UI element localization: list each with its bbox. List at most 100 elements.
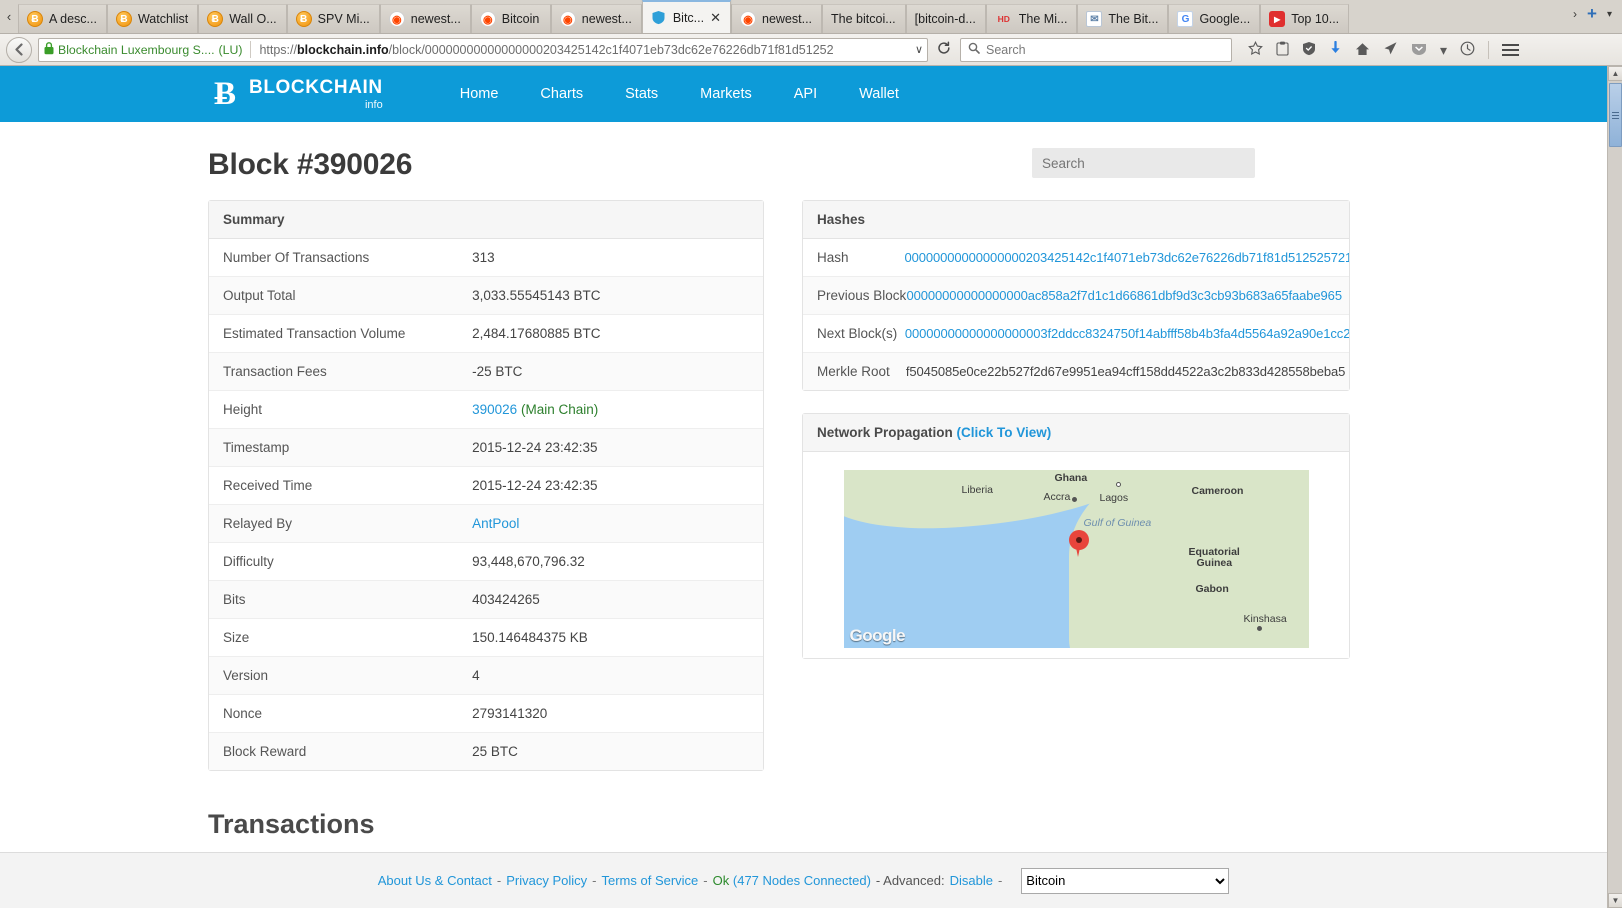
tab-list-dropdown-icon[interactable]: ▾ — [1606, 8, 1612, 20]
summary-row: Timestamp 2015-12-24 23:42:35 — [209, 429, 763, 467]
star-icon[interactable] — [1248, 40, 1263, 58]
terms-of-service-link[interactable]: Terms of Service — [601, 873, 699, 888]
tab-scroll-right-button[interactable]: › — [1573, 7, 1578, 21]
summary-row: Version 4 — [209, 657, 763, 695]
google-map[interactable]: Liberia Ghana Accra Lagos Cameroon Gulf of Gu… — [843, 470, 1309, 648]
shield-icon[interactable] — [1302, 41, 1316, 58]
search-icon — [968, 42, 980, 57]
scroll-up-button[interactable]: ▲ — [1608, 66, 1622, 81]
hash-link[interactable]: 00000000000000000003f2ddcc8324750f14abff… — [904, 326, 1349, 341]
tab-scroll-left-button[interactable]: ‹ — [6, 8, 12, 24]
footer-sep-2: - — [592, 873, 597, 888]
url-scheme: https:// — [259, 42, 297, 57]
currency-select[interactable]: BitcoinmBTCbitsUSDEUR — [1021, 867, 1230, 894]
summary-row-link[interactable]: 390026 — [472, 402, 518, 417]
summary-row-value: 25 BTC — [472, 744, 518, 759]
summary-row-key: Version — [223, 668, 269, 683]
browser-tab[interactable]: Bitc... ✕ — [641, 0, 731, 33]
browser-tab[interactable]: G Google... — [1168, 4, 1261, 33]
hash-row-key: Merkle Root — [817, 364, 890, 379]
browser-tab[interactable]: Ƀ Watchlist — [106, 4, 199, 33]
hd-icon: HD — [997, 14, 1010, 24]
about-us-link[interactable]: About Us & Contact — [377, 873, 492, 888]
tab-label: newest... — [762, 12, 813, 26]
browser-search-bar[interactable]: Search — [960, 37, 1232, 62]
browser-tab[interactable]: The bitcoi... — [822, 4, 906, 33]
browser-tab[interactable]: ◉ Bitcoin — [470, 4, 551, 33]
summary-table: Number Of Transactions 313 Output Total 3,0… — [209, 239, 763, 770]
site-footer: About Us & Contact - Privacy Policy - Te… — [0, 852, 1607, 908]
privacy-policy-link[interactable]: Privacy Policy — [506, 873, 588, 888]
nav-link-api[interactable]: API — [793, 86, 818, 102]
browser-tab[interactable]: ✉ The Bit... — [1077, 4, 1169, 33]
menu-icon[interactable] — [1502, 43, 1520, 56]
summary-row: Estimated Transaction Volume 2,484.176808… — [209, 315, 763, 353]
scroll-down-button[interactable]: ▼ — [1608, 893, 1622, 908]
browser-tab[interactable]: Ƀ A desc... — [18, 4, 107, 33]
map-label: Gabon — [1195, 583, 1229, 595]
network-propagation-title: Network Propagation — [817, 425, 953, 440]
nav-link-stats[interactable]: Stats — [625, 86, 659, 102]
reload-icon — [938, 41, 950, 54]
browser-tab[interactable]: Ƀ SPV Mi... — [286, 4, 380, 33]
hash-row: Hash 00000000000000000203425142c1f4071eb7… — [803, 239, 1349, 277]
new-tab-button[interactable]: + — [1587, 4, 1597, 23]
paperplane-icon[interactable] — [1383, 41, 1398, 58]
browser-tab[interactable]: ◉ newest... — [550, 4, 642, 33]
browser-tab[interactable]: [bitcoin-d... — [905, 4, 986, 33]
home-icon[interactable] — [1355, 42, 1370, 58]
map-city-dot-accra — [1071, 497, 1077, 502]
content-columns: Summary Number Of Transactions 313 Output … — [208, 200, 1399, 771]
caret-down-icon[interactable]: ▾ — [1440, 41, 1448, 58]
summary-row-key: Height — [223, 402, 263, 417]
advanced-disable-link[interactable]: Disable — [949, 873, 993, 888]
download-icon[interactable] — [1329, 40, 1342, 58]
back-button[interactable] — [6, 36, 32, 63]
map-label: Gulf of Guinea — [1083, 517, 1152, 529]
clipboard-icon[interactable] — [1276, 41, 1289, 58]
youtube-icon: ▶ — [1269, 11, 1286, 27]
browser-tab[interactable]: HD The Mi... — [985, 4, 1078, 33]
summary-row-link[interactable]: AntPool — [472, 516, 520, 531]
clock-icon[interactable] — [1460, 41, 1475, 58]
summary-row-value: 313 — [472, 250, 495, 265]
hash-link[interactable]: 00000000000000000203425142c1f4071eb73dc6… — [904, 250, 1350, 265]
browser-tab[interactable]: Ƀ Wall O... — [198, 4, 287, 33]
tab-close-button[interactable]: ✕ — [710, 10, 721, 25]
browser-tab[interactable]: ◉ newest... — [731, 4, 823, 33]
bitcoin-icon: Ƀ — [27, 11, 43, 27]
page-scrollbar[interactable]: ▲ ▼ — [1607, 66, 1622, 908]
bitcoin-icon: Ƀ — [115, 11, 132, 27]
summary-row: Bits 403424265 — [209, 581, 763, 619]
tab-label: Bitcoin — [501, 12, 540, 26]
pocket-icon[interactable] — [1411, 41, 1427, 58]
tab-strip-controls: › + ▾ — [1565, 0, 1622, 33]
site-logo[interactable]: Ƀ BLOCKCHAIN info — [208, 75, 383, 113]
nodes-connected-link[interactable]: (477 Nodes Connected) — [732, 873, 871, 888]
page-title: Block #390026 — [208, 148, 413, 181]
scrollbar-thumb[interactable] — [1609, 83, 1622, 147]
site-search-input[interactable] — [1032, 148, 1255, 178]
url-dropdown-icon[interactable]: ∨ — [914, 44, 923, 56]
footer-sep-3: - — [703, 873, 708, 888]
reload-button[interactable] — [934, 41, 954, 58]
summary-row: Output Total 3,033.55545143 BTC — [209, 277, 763, 315]
hash-link[interactable]: 00000000000000000ac858a2f7d1c1d66861dbf9… — [906, 288, 1343, 303]
block-location-pin-icon — [1068, 530, 1089, 558]
map-label: Ghana — [1054, 472, 1088, 484]
tab-label: Google... — [1199, 12, 1251, 26]
language-selector[interactable]: English ▼ — [1275, 154, 1338, 170]
nav-link-markets[interactable]: Markets — [700, 86, 752, 102]
reddit-icon: ◉ — [479, 11, 496, 27]
url-bar[interactable]: Blockchain Luxembourg S.... (LU) https:/… — [38, 37, 928, 62]
nav-link-wallet[interactable]: Wallet — [859, 86, 899, 102]
nav-link-charts[interactable]: Charts — [540, 86, 584, 102]
nav-link-home[interactable]: Home — [459, 86, 499, 102]
browser-tab[interactable]: ◉ newest... — [379, 4, 471, 33]
map-label: Liberia — [961, 484, 994, 496]
summary-panel: Summary Number Of Transactions 313 Output … — [208, 200, 764, 771]
map-label: Lagos — [1099, 492, 1129, 504]
browser-tab[interactable]: ▶ Top 10... — [1260, 4, 1350, 33]
hashes-table: Hash 00000000000000000203425142c1f4071eb7… — [803, 239, 1349, 390]
click-to-view-link[interactable]: (Click To View) — [956, 425, 1052, 440]
